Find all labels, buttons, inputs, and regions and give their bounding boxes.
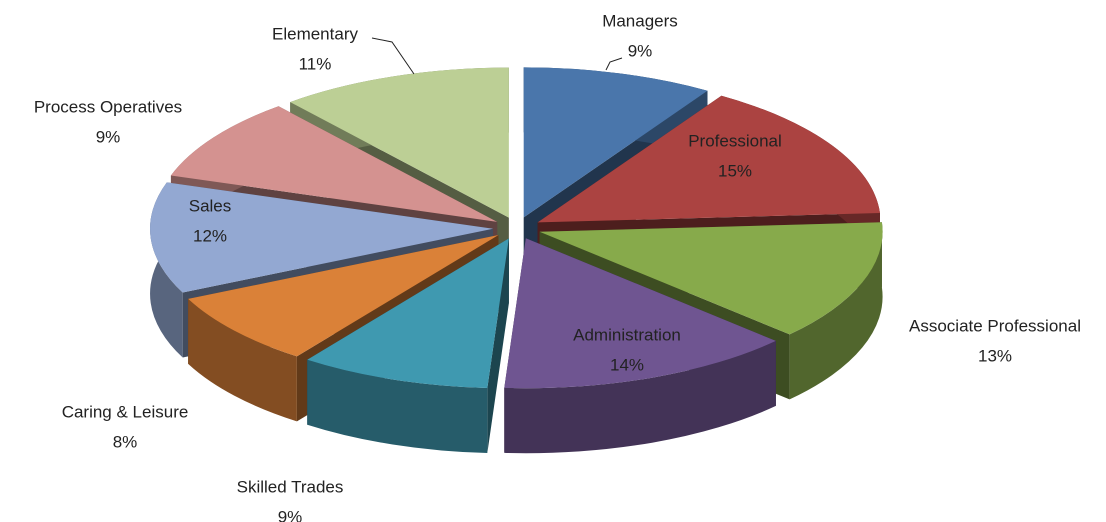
value-label: 12% — [193, 226, 227, 245]
slice — [307, 238, 509, 454]
slice-wall — [504, 340, 776, 454]
leader-line — [605, 57, 623, 71]
slice-wall — [789, 222, 883, 400]
value-label: 8% — [113, 432, 138, 451]
value-label: 11% — [299, 54, 332, 73]
slice-top — [170, 106, 498, 222]
slice-wall — [307, 359, 488, 454]
labels: Managers 9% Professional 15% Associate Profe… — [34, 11, 1081, 522]
slice-top — [307, 238, 509, 389]
value-label: 14% — [610, 355, 644, 374]
category-label: Process Operatives — [34, 97, 182, 116]
slice-wall — [188, 298, 297, 422]
value-label: 9% — [278, 507, 303, 522]
slice-top — [150, 182, 494, 293]
slice-top — [523, 67, 708, 218]
value-label: 15% — [718, 161, 752, 180]
category-label: Elementary — [272, 24, 358, 43]
category-label: Sales — [189, 196, 232, 215]
value-label: 9% — [628, 41, 653, 60]
slice — [504, 238, 776, 454]
slice-top — [188, 235, 499, 357]
category-label: Administration — [573, 325, 681, 344]
category-label: Skilled Trades — [237, 477, 344, 496]
category-label: Associate Professional — [909, 316, 1081, 335]
pie — [150, 67, 883, 454]
value-label: 9% — [96, 127, 121, 146]
category-label: Managers — [602, 11, 678, 30]
slice-top — [537, 95, 880, 223]
leader-line — [371, 37, 415, 75]
category-label: Caring & Leisure — [62, 402, 189, 421]
slice-top — [290, 67, 509, 218]
slice-top — [504, 238, 776, 389]
value-label: 13% — [978, 346, 1012, 365]
slice-top — [539, 222, 883, 335]
category-label: Professional — [688, 131, 782, 150]
